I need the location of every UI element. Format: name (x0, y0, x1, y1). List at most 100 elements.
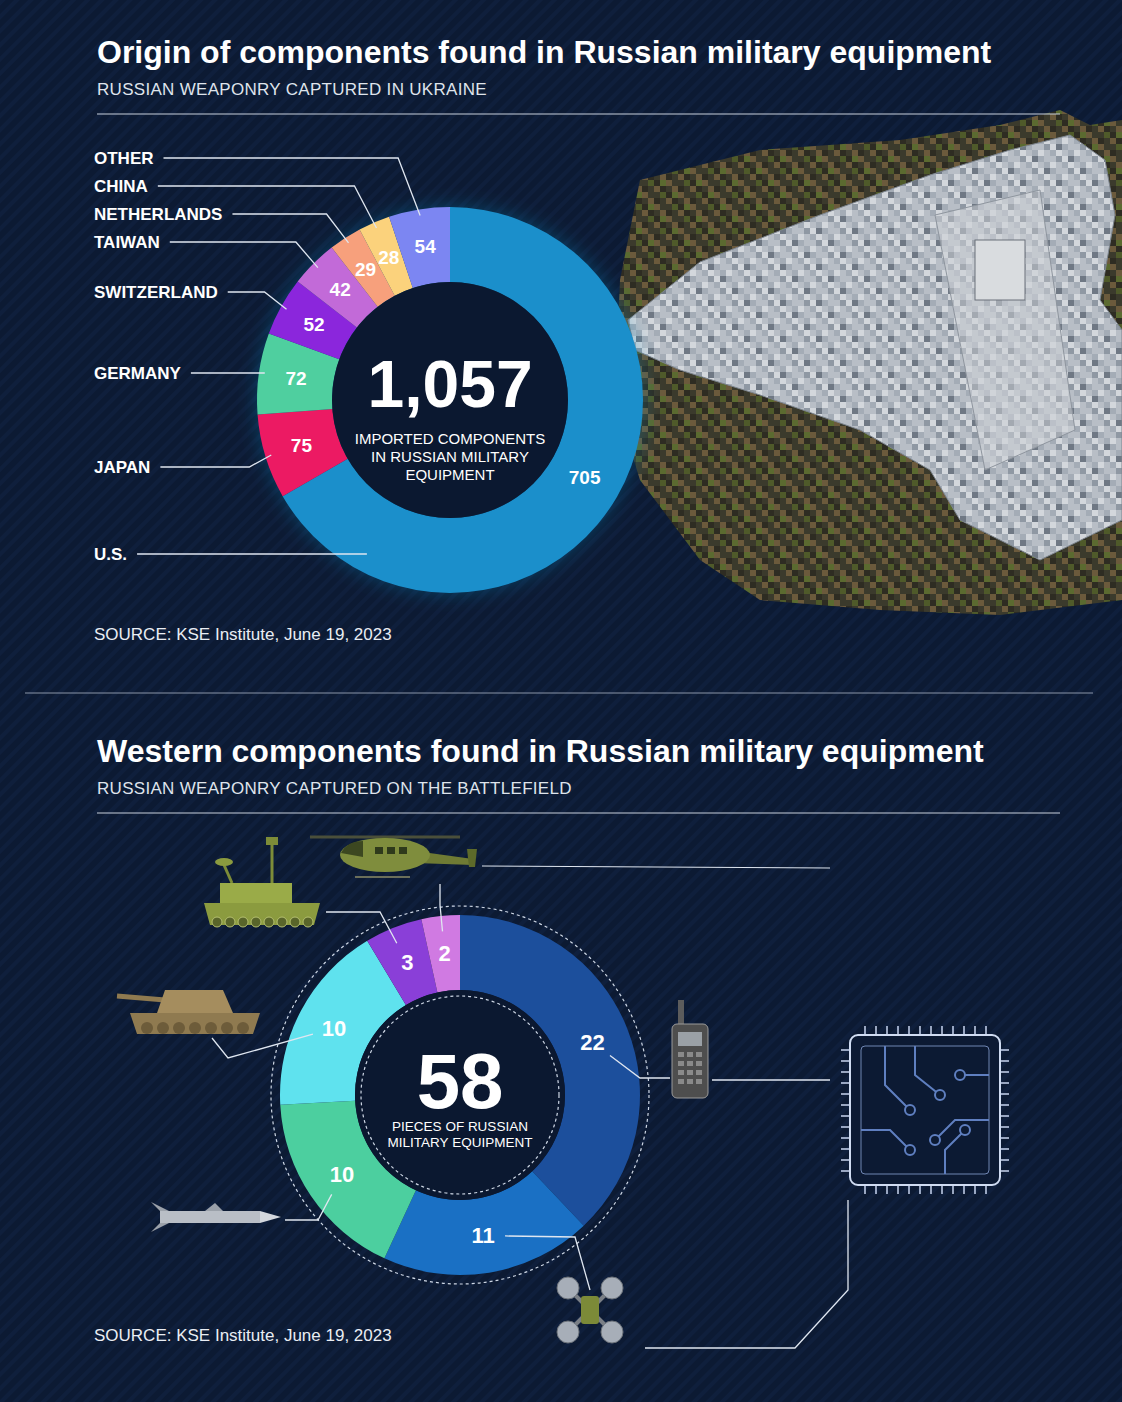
pin (1000, 1137, 1009, 1139)
antenna-top (266, 837, 278, 845)
body (340, 838, 430, 872)
category-label: CHINA (94, 177, 148, 196)
rotor (601, 1321, 623, 1343)
category-label: JAPAN (94, 458, 150, 477)
wheel (303, 917, 313, 927)
icon-chip (841, 1026, 1009, 1194)
center-total: 1,057 (367, 347, 532, 421)
pin (941, 1185, 943, 1194)
trace (945, 1130, 965, 1174)
key (696, 1052, 702, 1057)
pin (841, 1071, 850, 1073)
pin (974, 1185, 976, 1194)
turret (220, 883, 292, 903)
pin (841, 1093, 850, 1095)
key (696, 1070, 702, 1075)
pin (1000, 1093, 1009, 1095)
decor-line (482, 866, 830, 868)
radio-body (672, 1024, 708, 1098)
pin (930, 1185, 932, 1194)
wheel (221, 1022, 233, 1034)
pin (841, 1115, 850, 1117)
pin (1000, 1060, 1009, 1062)
window (387, 847, 395, 854)
pin (875, 1185, 877, 1194)
pin (841, 1148, 850, 1150)
drone-photo (615, 110, 1122, 615)
data-label: 75 (291, 435, 313, 456)
wheel (173, 1022, 185, 1034)
chart-subtitle: RUSSIAN WEAPONRY CAPTURED ON THE BATTLEF… (97, 779, 572, 798)
icon-helicopter (310, 837, 477, 877)
wheel (264, 917, 274, 927)
trace (885, 1046, 910, 1110)
dashed-ring (361, 996, 559, 1194)
pin (941, 1026, 943, 1035)
text-line: IMPORTED COMPONENTS (355, 430, 546, 447)
icon-vehicle (204, 837, 320, 927)
trace-node (960, 1125, 970, 1135)
dashed-ring (271, 906, 649, 1284)
rotor (557, 1277, 579, 1299)
data-label: 52 (303, 314, 324, 335)
ground (615, 110, 1122, 615)
separator (25, 693, 1093, 694)
leader-line (170, 242, 318, 268)
leader-line (137, 553, 367, 554)
center-disc (355, 990, 565, 1200)
key (678, 1070, 684, 1075)
wheel (189, 1022, 201, 1034)
data-label: 22 (580, 1030, 604, 1055)
data-label: 3 (401, 950, 413, 975)
pin (841, 1104, 850, 1106)
trace-node (935, 1090, 945, 1100)
center-text: PIECES OF RUSSIANMILITARY EQUIPMENT (388, 1119, 533, 1150)
category-label: SWITZERLAND (94, 283, 218, 302)
trace-node (905, 1105, 915, 1115)
drone-wing (628, 135, 1122, 560)
chart-title: Origin of components found in Russian mi… (97, 34, 992, 70)
pin (875, 1026, 877, 1035)
pin (1000, 1049, 1009, 1051)
category-label: U.S. (94, 545, 127, 564)
antenna (678, 1000, 684, 1026)
pin (919, 1185, 921, 1194)
missile-body (160, 1211, 260, 1223)
key (687, 1061, 693, 1066)
pin (1000, 1159, 1009, 1161)
barrel (117, 996, 165, 1000)
source: SOURCE: KSE Institute, June 19, 2023 (94, 1326, 392, 1345)
turret (157, 990, 233, 1013)
chart-title: Western components found in Russian mili… (97, 733, 984, 769)
screen (678, 1032, 702, 1046)
key (687, 1070, 693, 1075)
icon-drone (557, 1277, 623, 1343)
data-label: 11 (471, 1223, 494, 1248)
pin (841, 1082, 850, 1084)
source: SOURCE: KSE Institute, June 19, 2023 (94, 625, 392, 644)
key (696, 1079, 702, 1084)
category-label: OTHER (94, 149, 154, 168)
trace-node (930, 1135, 940, 1145)
drone-panel (975, 240, 1025, 300)
key (687, 1052, 693, 1057)
leader-line (232, 214, 348, 243)
pin (1000, 1115, 1009, 1117)
pin (841, 1049, 850, 1051)
leader-line (158, 186, 377, 228)
pin (985, 1185, 987, 1194)
leader-line (285, 1194, 332, 1220)
fin (151, 1223, 169, 1232)
data-label: 72 (285, 368, 306, 389)
key (696, 1061, 702, 1066)
icon-radio (672, 1000, 708, 1098)
pin (963, 1185, 965, 1194)
key (678, 1079, 684, 1084)
window (399, 847, 407, 854)
wheel (212, 917, 222, 927)
tail-fin (467, 849, 477, 867)
window (375, 847, 383, 854)
pin (841, 1137, 850, 1139)
icon-missile (151, 1202, 281, 1232)
donut-slice (421, 915, 460, 992)
